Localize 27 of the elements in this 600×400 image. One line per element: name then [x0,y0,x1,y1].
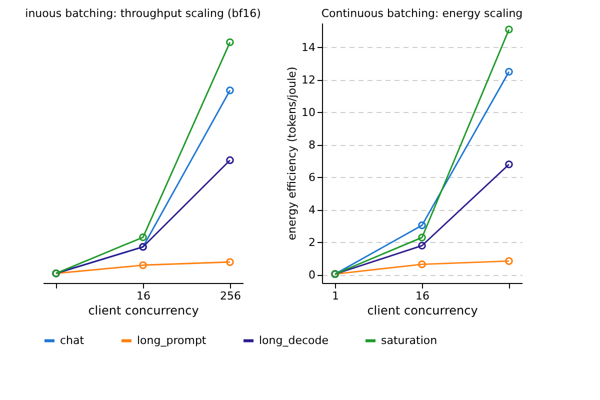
legend-label: saturation [381,334,438,347]
point [418,221,426,230]
legend-label: long_decode [259,334,329,347]
point [418,234,426,242]
chart-title: Continuous batching: energy scaling [321,7,523,20]
y-tick-label: 8 [308,138,316,152]
y-axis-title: energy efficiency (tokens/joule) [286,66,299,240]
x-axis-title: client concurrency [88,304,199,318]
point [418,260,426,268]
y-tick-label: 10 [302,106,316,119]
x-tick-label: 16 [416,290,430,302]
x-tick-label: 256 [220,290,241,302]
y-tick-label: 12 [302,73,316,86]
x-tick-label: 16 [136,290,150,302]
point [139,233,147,242]
y-tick-label: 2 [308,236,316,249]
legend-label: chat [60,334,85,347]
y-tick-label: 14 [302,40,316,54]
y-tick-label: 6 [308,170,316,184]
y-tick-label: 0 [308,268,316,282]
chart-title: inuous batching: throughput scaling (bf16) [25,7,261,20]
x-tick-label: 1 [332,290,340,302]
y-tick-label: 4 [308,203,316,216]
point [139,261,147,270]
legend-label: long_prompt [137,334,207,347]
x-axis-title: client concurrency [367,304,478,318]
point [418,242,426,250]
